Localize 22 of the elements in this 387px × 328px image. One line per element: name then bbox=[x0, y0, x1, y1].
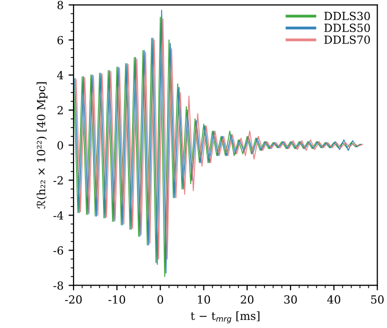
legend-label: DDLS50 bbox=[324, 24, 370, 32]
legend-label: DDLS70 bbox=[324, 36, 370, 44]
x-axis-title: t − t$_{mrg}$ [ms] bbox=[190, 311, 260, 324]
y-tick-label: 4 bbox=[57, 71, 64, 80]
x-tick-label: 20 bbox=[240, 295, 254, 304]
x-tick-label: -20 bbox=[65, 295, 82, 304]
y-tick-label: 0 bbox=[57, 141, 64, 150]
y-tick-label: -6 bbox=[53, 246, 64, 255]
y-tick-label: -4 bbox=[53, 211, 64, 220]
x-tick-label: 50 bbox=[371, 295, 384, 304]
x-tick-label: 40 bbox=[327, 295, 340, 304]
y-tick-label: -8 bbox=[53, 281, 64, 290]
y-axis-title: ℛ(h₂₂ × 10²²) [40 Mpc] bbox=[36, 82, 48, 209]
y-tick-label: 8 bbox=[57, 0, 64, 10]
x-tick-label: 10 bbox=[198, 295, 210, 304]
y-tick-label: -2 bbox=[53, 176, 63, 184]
x-tick-label: 30 bbox=[284, 295, 297, 304]
y-tick-label: 6 bbox=[57, 36, 64, 44]
y-tick-label: 2 bbox=[57, 106, 63, 114]
x-tick-label: 0 bbox=[158, 295, 164, 304]
legend-label: DDLS30 bbox=[324, 12, 370, 20]
x-tick-label: -10 bbox=[108, 295, 126, 304]
